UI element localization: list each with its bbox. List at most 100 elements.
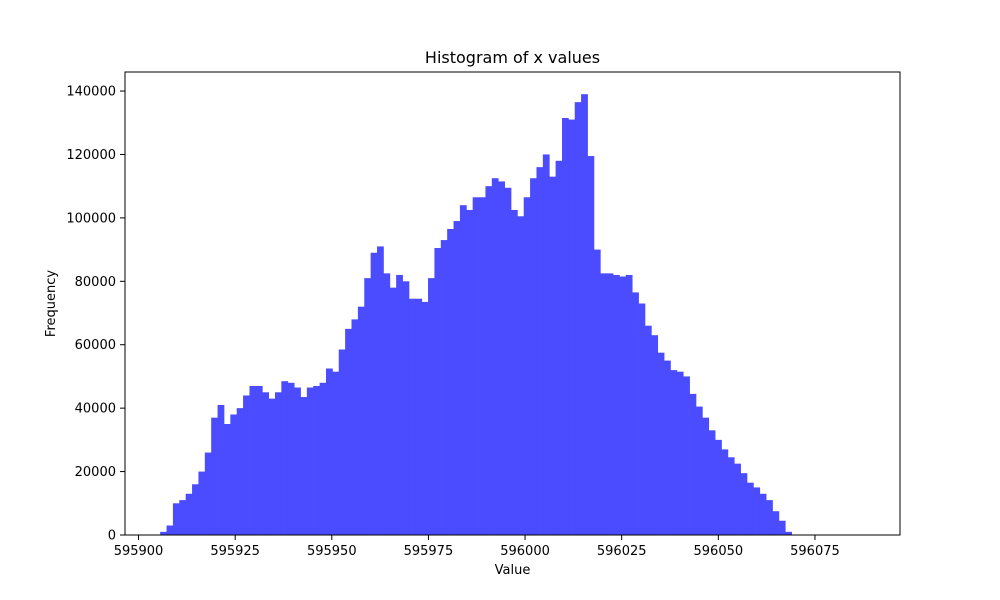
histogram-bar bbox=[638, 303, 646, 535]
x-axis-ticks: 595900 595925 595950 595975 596000 596025 5960… bbox=[114, 535, 840, 559]
y-tick-label: 60000 bbox=[75, 338, 116, 353]
histogram-bar bbox=[695, 406, 703, 535]
histogram-bar bbox=[715, 439, 722, 535]
histogram-bar bbox=[759, 493, 767, 535]
histogram-bar bbox=[345, 328, 352, 535]
histogram-bar bbox=[428, 278, 435, 535]
y-tick-label: 140000 bbox=[66, 85, 116, 100]
histogram-bar bbox=[357, 306, 365, 535]
histogram-bar bbox=[459, 205, 467, 535]
x-tick-label: 595900 bbox=[114, 544, 164, 559]
histogram-bar bbox=[192, 484, 199, 535]
histogram-bar bbox=[721, 449, 729, 535]
histogram-bar bbox=[670, 370, 678, 535]
y-tick-label: 20000 bbox=[75, 465, 116, 480]
histogram-bar bbox=[326, 368, 333, 535]
histogram-bar bbox=[383, 273, 391, 535]
histogram-bar bbox=[740, 473, 748, 535]
histogram-bar bbox=[287, 382, 295, 535]
histogram-bar bbox=[753, 487, 761, 535]
histogram-bar bbox=[447, 228, 454, 536]
histogram-bar bbox=[657, 352, 665, 535]
histogram-bar bbox=[549, 176, 556, 535]
histogram-bar bbox=[542, 154, 550, 535]
histogram-bar bbox=[536, 167, 544, 535]
histogram-bar bbox=[377, 246, 384, 536]
y-tick-label: 40000 bbox=[75, 402, 116, 417]
histogram-bar bbox=[613, 274, 620, 535]
x-tick-label: 596025 bbox=[597, 544, 647, 559]
histogram-bar bbox=[727, 457, 735, 535]
chart-title: Histogram of x values bbox=[425, 48, 600, 67]
histogram-bar bbox=[313, 385, 321, 535]
histogram-bar bbox=[491, 178, 499, 536]
histogram-bar bbox=[415, 298, 423, 535]
histogram-bar bbox=[593, 249, 601, 535]
histogram-bar bbox=[472, 197, 480, 535]
histogram-bar bbox=[746, 482, 754, 535]
y-tick-label: 80000 bbox=[75, 275, 116, 290]
y-tick-label: 100000 bbox=[66, 211, 116, 226]
histogram-bar bbox=[498, 181, 505, 535]
histogram-bar bbox=[179, 500, 187, 535]
x-tick-label: 595975 bbox=[404, 544, 454, 559]
histogram-bar bbox=[166, 525, 174, 535]
histogram-bar bbox=[466, 209, 474, 535]
y-axis-ticks: 0 20000 40000 60000 80000 100000 120000 140000 bbox=[66, 85, 125, 544]
histogram-bar bbox=[338, 349, 346, 535]
histogram-bar bbox=[600, 273, 608, 535]
x-tick-label: 596050 bbox=[694, 544, 744, 559]
histogram-bar bbox=[160, 531, 167, 535]
histogram-bar bbox=[370, 252, 378, 535]
histogram-bar bbox=[364, 278, 372, 535]
histogram-bar bbox=[236, 408, 244, 535]
histogram-bar bbox=[351, 319, 359, 535]
histogram-bar bbox=[785, 531, 792, 535]
histogram-bar bbox=[249, 385, 257, 535]
histogram-bar bbox=[230, 414, 238, 535]
y-tick-label: 0 bbox=[108, 529, 116, 544]
histogram-bar bbox=[664, 360, 671, 535]
histogram-bar bbox=[734, 463, 741, 535]
histogram-bar bbox=[568, 119, 576, 535]
histogram-bar bbox=[294, 387, 301, 535]
histogram-bar bbox=[632, 292, 639, 535]
histogram-bar bbox=[555, 160, 563, 536]
x-tick-label: 596000 bbox=[500, 544, 550, 559]
histogram-bar bbox=[434, 248, 442, 535]
histogram-bar bbox=[300, 397, 308, 535]
histogram-bar bbox=[504, 187, 512, 535]
histogram-bar bbox=[778, 520, 786, 535]
histogram-bar bbox=[453, 221, 461, 536]
histogram-bar bbox=[223, 424, 231, 535]
histogram-bar bbox=[402, 281, 410, 535]
histogram-bar bbox=[306, 387, 314, 535]
histogram-bar bbox=[211, 417, 218, 535]
histogram-bar bbox=[332, 371, 340, 535]
histogram-bar bbox=[689, 393, 697, 535]
histogram-bar bbox=[262, 392, 269, 535]
histogram-bar bbox=[606, 273, 614, 535]
histogram-bar bbox=[281, 381, 289, 535]
x-tick-label: 595925 bbox=[210, 544, 260, 559]
histogram-bar bbox=[561, 117, 569, 535]
x-tick-label: 596075 bbox=[790, 544, 840, 559]
histogram-bar bbox=[204, 452, 212, 535]
histogram-bar bbox=[255, 385, 263, 535]
histogram-bar bbox=[185, 493, 193, 535]
y-axis-label: Frequency bbox=[44, 270, 59, 337]
histogram-bar bbox=[625, 274, 633, 535]
histogram-bar bbox=[389, 287, 397, 535]
histogram-bar bbox=[702, 417, 710, 535]
histogram-bar bbox=[772, 511, 780, 535]
histogram-bar bbox=[268, 398, 276, 535]
histogram-bar bbox=[581, 94, 588, 535]
histogram-bar bbox=[530, 178, 537, 536]
histogram-bar bbox=[644, 325, 652, 535]
y-tick-label: 120000 bbox=[66, 148, 116, 163]
histogram-bar bbox=[274, 392, 282, 535]
histogram-bar bbox=[485, 186, 493, 535]
histogram-bars bbox=[160, 94, 792, 536]
